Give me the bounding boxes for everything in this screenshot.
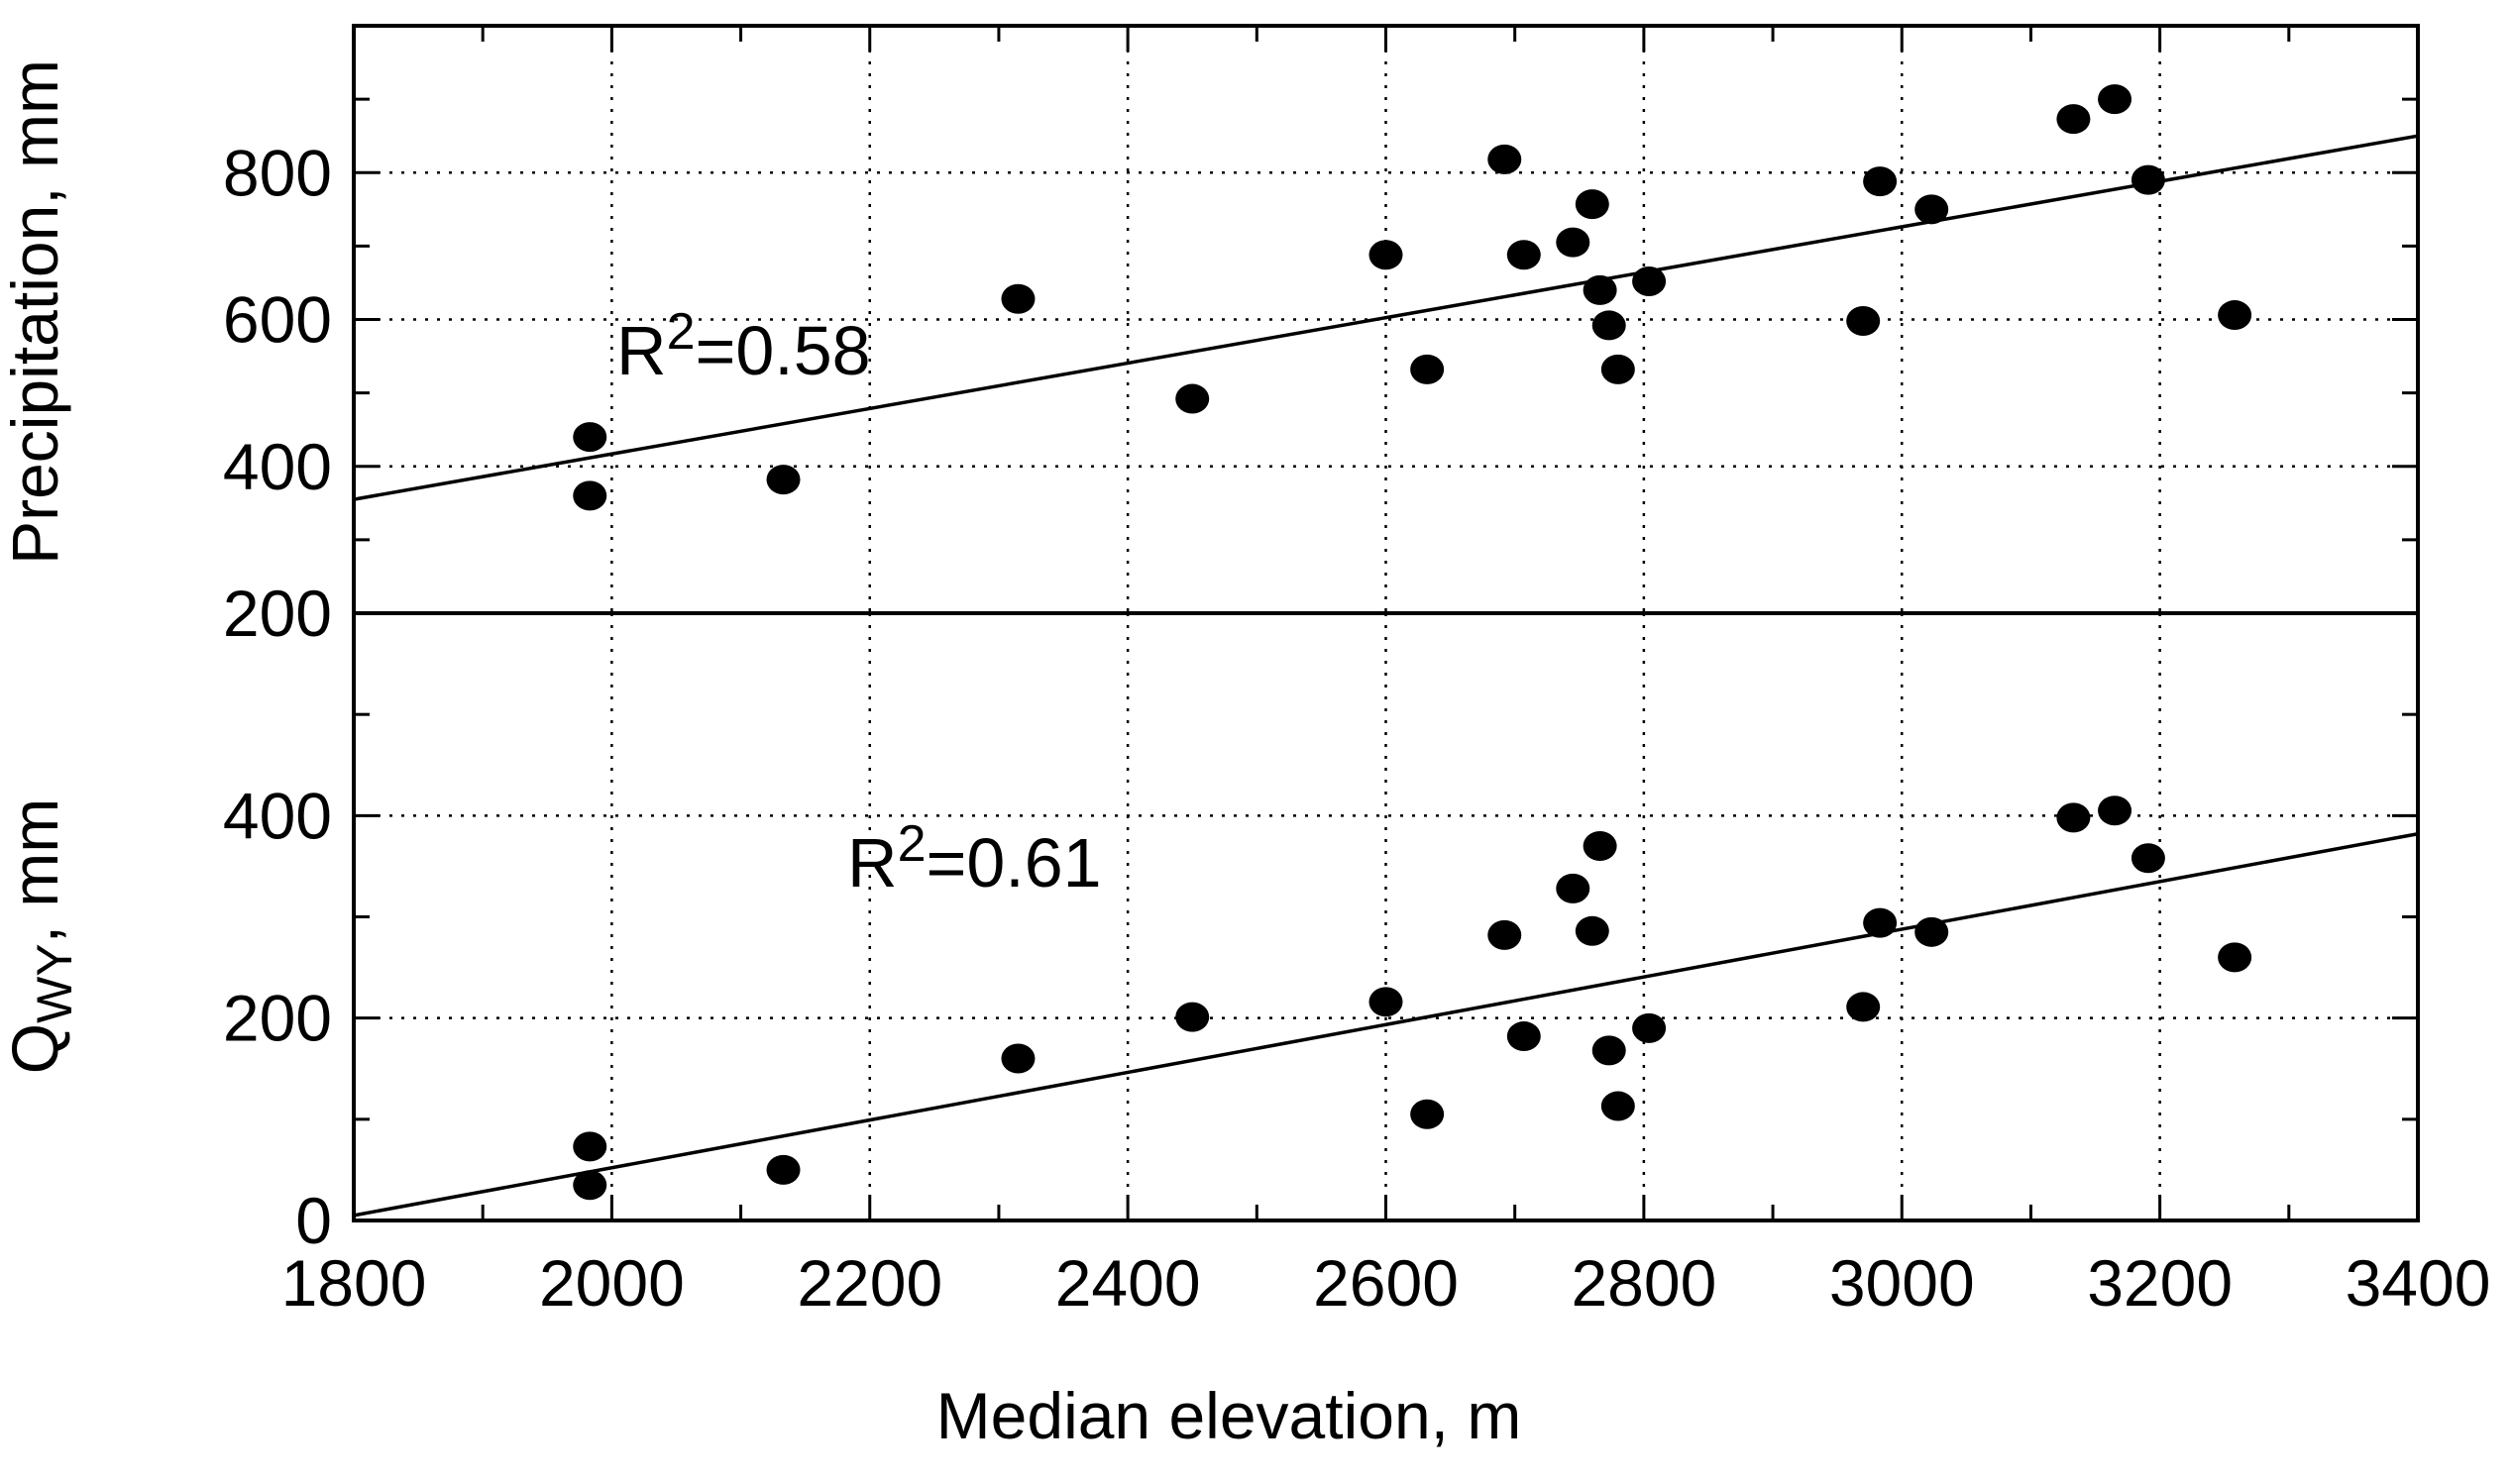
bottom-data-point — [1591, 1035, 1626, 1066]
bottom-data-point — [1600, 1091, 1635, 1121]
top-data-point — [1575, 189, 1609, 220]
top-data-point — [1410, 354, 1445, 384]
bottom-data-point — [1863, 907, 1898, 938]
bottom-data-point — [573, 1170, 607, 1201]
x-tick-label: 1800 — [281, 1246, 427, 1320]
precipitation-axis-title: Precipitation, mm — [0, 59, 71, 565]
bottom-data-point — [1410, 1099, 1445, 1129]
top-data-point — [1487, 144, 1522, 174]
top-data-point — [1632, 265, 1667, 296]
bottom-data-point — [1556, 873, 1590, 903]
top-data-point — [573, 480, 607, 511]
top-data-point — [1506, 240, 1541, 270]
bottom-r2-annotation: R2=0.61 — [847, 815, 1102, 901]
top-data-point — [1368, 240, 1403, 270]
top-data-point — [2131, 164, 2165, 195]
top-data-point — [1914, 194, 1949, 225]
top-data-point — [2098, 84, 2132, 115]
x-tick-label: 3200 — [2087, 1246, 2233, 1320]
bottom-ytick-label: 200 — [223, 982, 332, 1055]
top-data-point — [1583, 274, 1617, 305]
x-tick-label: 2000 — [539, 1246, 685, 1320]
top-data-point — [1591, 310, 1626, 341]
top-data-point — [1863, 166, 1898, 197]
runoff-panel: 0 200 400 R2=0.61 1800 2000 2200 2400 2600 2800 30… — [0, 611, 2491, 1452]
x-tick-label: 2800 — [1571, 1246, 1716, 1320]
bottom-data-point — [1001, 1043, 1036, 1074]
bottom-data-point — [1583, 830, 1617, 861]
bottom-data-point — [1368, 987, 1403, 1017]
bottom-data-point — [1487, 919, 1522, 950]
top-regression-line — [353, 134, 2419, 501]
top-data-point — [1600, 354, 1635, 384]
top-ytick-label: 200 — [223, 577, 332, 650]
bottom-data-point — [1175, 1002, 1210, 1032]
x-tick-label: 2400 — [1055, 1246, 1201, 1320]
bottom-data-point — [1632, 1012, 1667, 1043]
runoff-axis-title: QWY, mm — [0, 798, 82, 1075]
top-data-point — [2218, 300, 2252, 331]
x-tick-label: 2200 — [797, 1246, 942, 1320]
x-tick-label: 2600 — [1313, 1246, 1459, 1320]
top-ytick-label: 600 — [223, 283, 332, 357]
x-tick-label: 3000 — [1829, 1246, 1975, 1320]
bottom-data-point — [2056, 802, 2091, 833]
top-data-point — [766, 465, 801, 495]
precipitation-panel: 200 400 600 800 R2=0.58 Precipitation, mm — [0, 24, 2420, 650]
bottom-data-point — [2218, 942, 2252, 973]
top-data-point — [573, 422, 607, 453]
bottom-data-point — [1846, 992, 1881, 1022]
bottom-data-point — [2131, 843, 2165, 874]
top-data-point — [1556, 227, 1590, 258]
bottom-ytick-label: 400 — [223, 779, 332, 852]
top-data-point — [1175, 383, 1210, 414]
x-axis-title: Median elevation, m — [936, 1379, 1522, 1452]
top-data-point — [1001, 283, 1036, 314]
bottom-plot-frame — [352, 611, 2420, 1222]
top-r2-annotation: R2=0.58 — [616, 303, 871, 389]
top-data-point — [2056, 104, 2091, 135]
bottom-data-point — [573, 1131, 607, 1162]
bottom-data-point — [2098, 795, 2132, 826]
bottom-data-point — [1575, 915, 1609, 946]
bottom-regression-line — [353, 832, 2419, 1218]
bottom-data-point — [1506, 1021, 1541, 1052]
bottom-data-point — [766, 1154, 801, 1185]
bottom-data-point — [1914, 916, 1949, 947]
top-ytick-label: 400 — [223, 430, 332, 503]
bottom-ytick-label: 0 — [295, 1184, 332, 1257]
top-data-point — [1846, 305, 1881, 336]
x-tick-label: 3400 — [2346, 1246, 2491, 1320]
top-ytick-label: 800 — [223, 136, 332, 209]
